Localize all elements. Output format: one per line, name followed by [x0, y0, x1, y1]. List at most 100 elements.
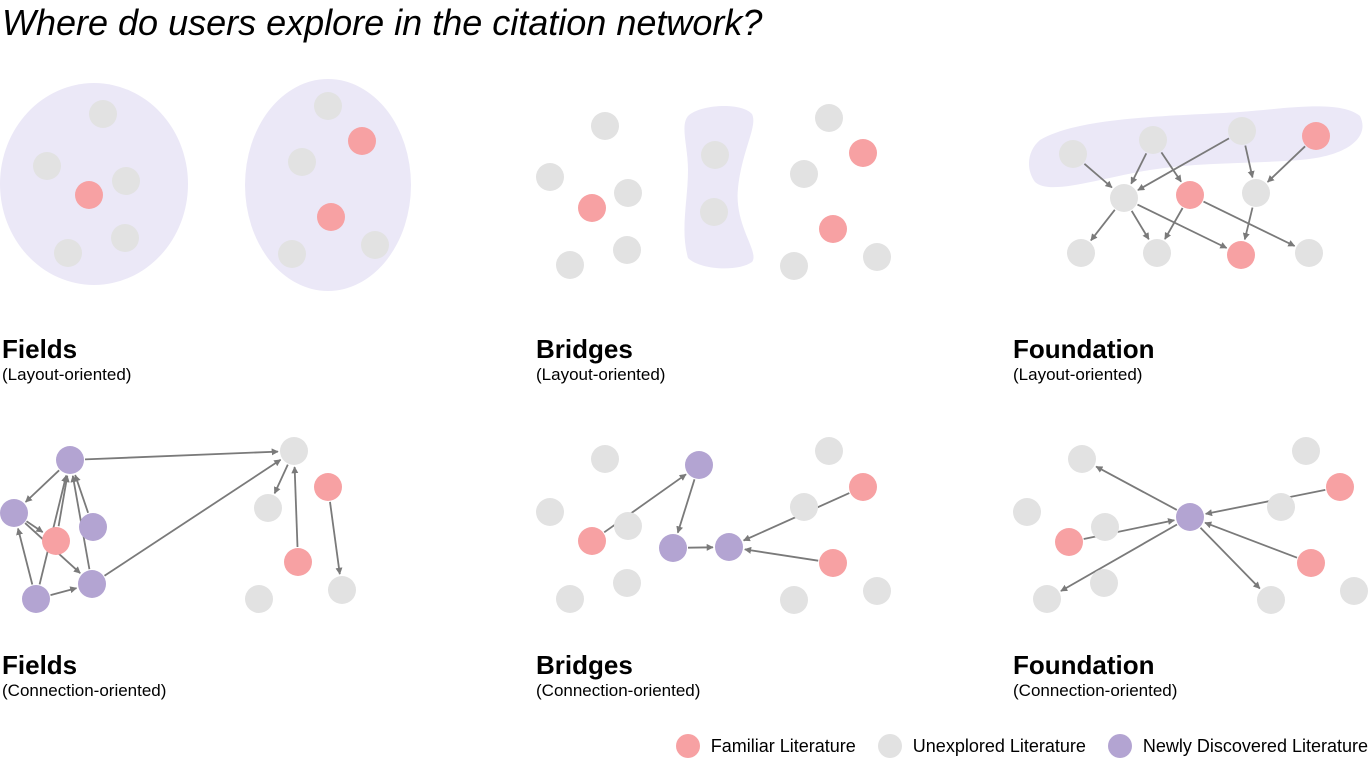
- legend-item-familiar: Familiar Literature: [675, 734, 856, 758]
- unexplored-node: [863, 243, 891, 271]
- caption-fields-layout: Fields (Layout-oriented): [2, 334, 131, 386]
- unexplored-node: [556, 251, 584, 279]
- citation-arrow: [104, 459, 282, 577]
- unexplored-node: [1068, 445, 1096, 473]
- citation-arrow: [57, 475, 70, 527]
- citation-arrow: [73, 474, 89, 514]
- citation-arrow: [1095, 465, 1178, 511]
- familiar-node: [1055, 528, 1083, 556]
- caption-title: Foundation: [1013, 650, 1155, 680]
- nodes-layer: [0, 92, 1368, 614]
- unexplored-node: [1295, 239, 1323, 267]
- unexplored-node: [700, 198, 728, 226]
- caption-foundation-layout: Foundation (Layout-oriented): [1013, 334, 1155, 386]
- caption-subtitle: (Layout-oriented): [536, 365, 666, 384]
- unexplored-node: [1242, 179, 1270, 207]
- caption-bridges-connection: Bridges (Connection-oriented): [536, 650, 700, 702]
- unexplored-swatch-icon: [877, 734, 902, 758]
- familiar-node: [317, 203, 345, 231]
- unexplored-node: [288, 148, 316, 176]
- familiar-node: [1227, 241, 1255, 269]
- caption-title: Fields: [2, 334, 78, 364]
- unexplored-node: [863, 577, 891, 605]
- citation-arrow: [1244, 145, 1255, 179]
- citation-arrow: [1205, 489, 1326, 517]
- unexplored-node: [1267, 493, 1295, 521]
- familiar-node: [42, 527, 70, 555]
- unexplored-node: [1143, 239, 1171, 267]
- unexplored-node: [278, 240, 306, 268]
- citation-arrow: [1204, 521, 1298, 559]
- unexplored-node: [1228, 117, 1256, 145]
- unexplored-node: [780, 252, 808, 280]
- unexplored-node: [556, 585, 584, 613]
- unexplored-node: [790, 160, 818, 188]
- familiar-node: [348, 127, 376, 155]
- legend-item-unexplored: Unexplored Literature: [877, 734, 1086, 758]
- foundation-region: [1028, 106, 1363, 188]
- unexplored-node: [536, 163, 564, 191]
- familiar-node: [314, 473, 342, 501]
- unexplored-node: [591, 112, 619, 140]
- legend-item-newly: Newly Discovered Literature: [1107, 734, 1368, 758]
- citation-arrow: [329, 501, 343, 575]
- citation-arrow: [1164, 207, 1184, 240]
- unexplored-node: [328, 576, 356, 604]
- familiar-swatch-icon: [675, 734, 700, 758]
- unexplored-node: [280, 437, 308, 465]
- citation-arrow: [1130, 152, 1148, 185]
- unexplored-node: [89, 100, 117, 128]
- citation-arrow: [1137, 203, 1228, 249]
- unexplored-node: [613, 569, 641, 597]
- legend-label: Newly Discovered Literature: [1142, 735, 1368, 756]
- citation-arrow: [291, 466, 299, 548]
- familiar-node: [578, 527, 606, 555]
- citation-arrow: [1090, 209, 1116, 241]
- newly-discovered-node: [685, 451, 713, 479]
- familiar-node: [1297, 549, 1325, 577]
- citation-arrow: [1199, 527, 1261, 590]
- unexplored-node: [613, 236, 641, 264]
- caption-bridges-layout: Bridges (Layout-oriented): [536, 334, 665, 386]
- newly-discovered-node: [79, 513, 107, 541]
- unexplored-node: [815, 437, 843, 465]
- citation-arrow: [1130, 210, 1150, 240]
- caption-subtitle: (Layout-oriented): [1013, 365, 1143, 384]
- newly-discovered-node: [1176, 503, 1204, 531]
- unexplored-node: [111, 224, 139, 252]
- bridge-region: [684, 105, 754, 269]
- familiar-node: [1302, 122, 1330, 150]
- page-title: Where do users explore in the citation n…: [2, 2, 763, 43]
- unexplored-node: [1257, 586, 1285, 614]
- familiar-node: [1176, 181, 1204, 209]
- citation-arrow: [273, 464, 289, 495]
- citation-arrow: [1242, 207, 1254, 241]
- newly-discovered-node: [715, 533, 743, 561]
- unexplored-node: [33, 152, 61, 180]
- familiar-node: [1326, 473, 1354, 501]
- unexplored-node: [245, 585, 273, 613]
- caption-title: Fields: [2, 650, 78, 680]
- unexplored-node: [1340, 577, 1368, 605]
- unexplored-node: [1292, 437, 1320, 465]
- citation-arrow: [24, 469, 60, 503]
- unexplored-node: [1067, 239, 1095, 267]
- unexplored-node: [1059, 140, 1087, 168]
- newly-swatch-icon: [1107, 734, 1132, 758]
- unexplored-node: [1139, 126, 1167, 154]
- unexplored-node: [254, 494, 282, 522]
- citation-arrow: [676, 479, 696, 534]
- caption-title: Bridges: [536, 334, 633, 364]
- caption-subtitle: (Connection-oriented): [1013, 681, 1178, 700]
- legend: Familiar Literature Unexplored Literatur…: [675, 732, 1368, 760]
- unexplored-node: [701, 141, 729, 169]
- familiar-node: [819, 215, 847, 243]
- familiar-node: [75, 181, 103, 209]
- unexplored-node: [361, 231, 389, 259]
- familiar-node: [849, 139, 877, 167]
- unexplored-node: [112, 167, 140, 195]
- caption-subtitle: (Connection-oriented): [536, 681, 701, 700]
- citation-arrow: [1137, 137, 1230, 191]
- citation-arrow: [744, 546, 819, 562]
- familiar-node: [284, 548, 312, 576]
